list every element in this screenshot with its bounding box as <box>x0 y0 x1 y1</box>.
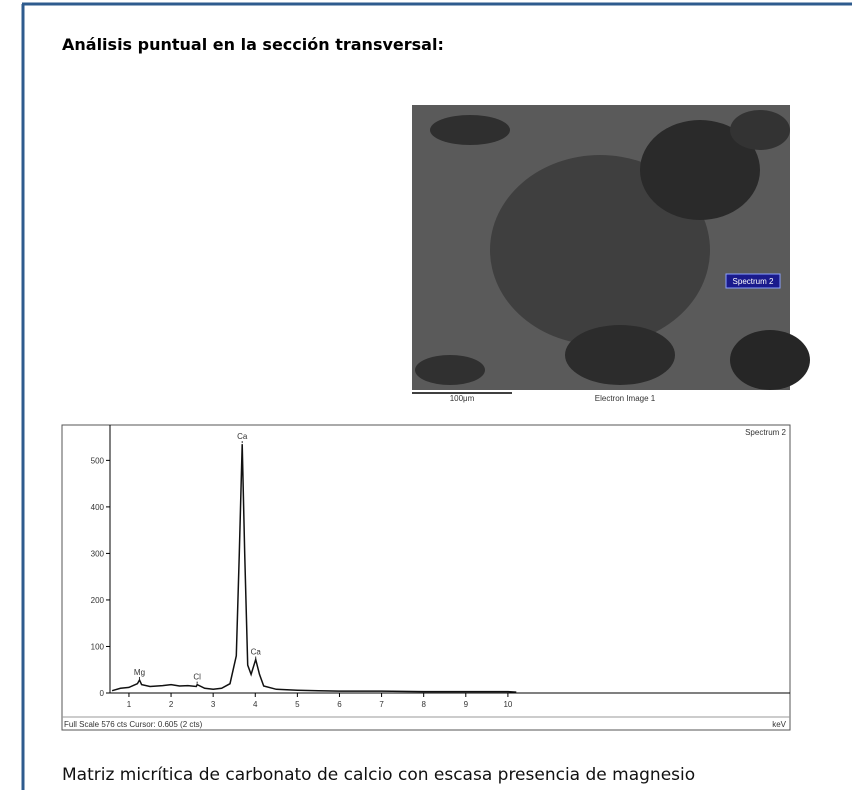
spectrum-line <box>111 444 517 693</box>
x-tick-label: 10 <box>503 700 512 709</box>
peak-label: Cl <box>193 673 201 682</box>
x-tick-label: 4 <box>253 700 258 709</box>
x-tick-label: 2 <box>169 700 174 709</box>
x-tick-label: 9 <box>464 700 469 709</box>
caption: Matriz micrítica de carbonato de calcio … <box>62 765 695 785</box>
spectrum: Spectrum 2 Full Scale 576 cts Cursor: 0.… <box>61 424 791 731</box>
image-caption: Electron Image 1 <box>595 394 656 403</box>
y-tick-label: 300 <box>91 549 105 558</box>
x-tick-label: 7 <box>379 700 384 709</box>
y-tick-label: 200 <box>91 596 105 605</box>
spot-label: Spectrum 2 <box>733 277 774 286</box>
spectrum-title: Spectrum 2 <box>745 428 786 437</box>
x-unit: keV <box>772 720 786 729</box>
x-tick-label: 5 <box>295 700 300 709</box>
spectrum-frame <box>61 424 791 731</box>
y-tick-label: 500 <box>91 456 105 465</box>
title: Análisis puntual en la sección transvers… <box>62 35 444 54</box>
peak-label: Mg <box>134 668 145 677</box>
scale-label: 100μm <box>450 394 475 403</box>
y-tick-label: 0 <box>100 689 105 698</box>
y-tick-label: 100 <box>91 642 105 651</box>
y-tick-label: 400 <box>91 503 105 512</box>
peak-label: Ca <box>237 432 248 441</box>
x-tick-label: 8 <box>421 700 426 709</box>
sem-image: Spectrum 2 100μm Electron Image 1 <box>412 105 810 403</box>
x-tick-label: 1 <box>127 700 132 709</box>
spectrum-footer: Full Scale 576 cts Cursor: 0.605 (2 cts) <box>64 720 203 729</box>
x-tick-label: 6 <box>337 700 342 709</box>
peak-label: Ca <box>251 648 262 657</box>
x-tick-label: 3 <box>211 700 216 709</box>
